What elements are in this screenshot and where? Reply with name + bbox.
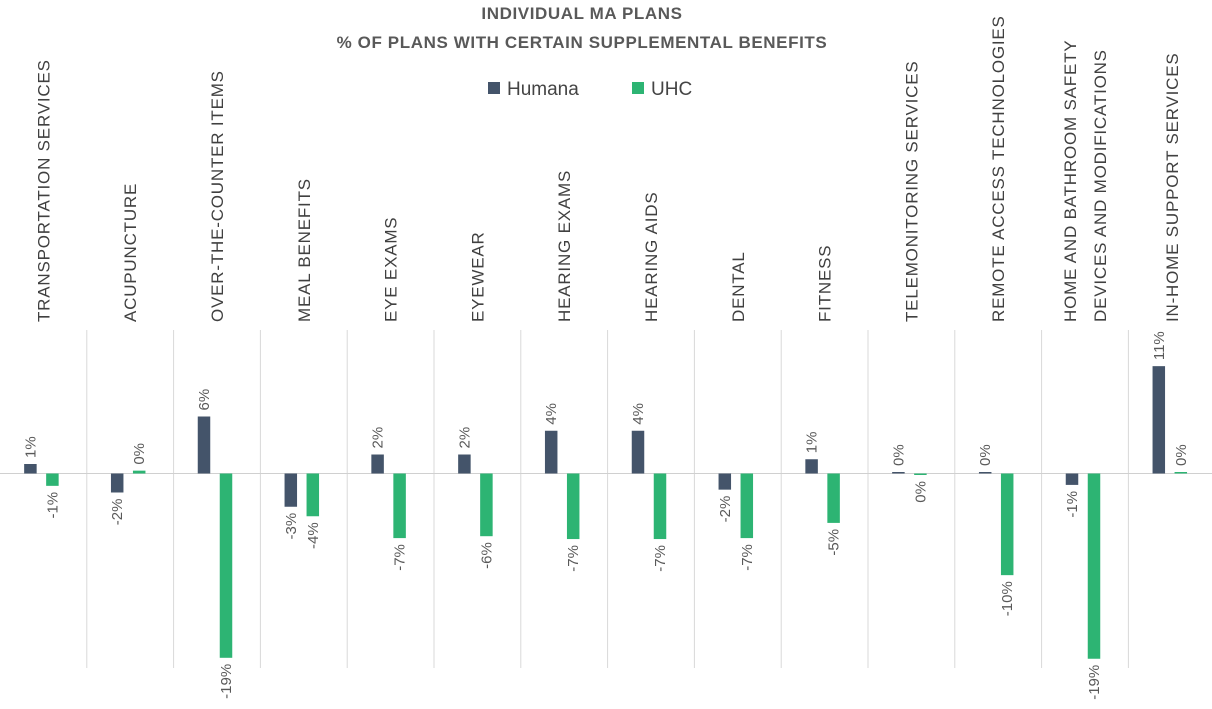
bar-uhc bbox=[914, 473, 927, 475]
plot-area: TRANSPORTATION SERVICES 1% -1% ACUPUNCTURE -… bbox=[0, 15, 1212, 700]
legend: Humana UHC bbox=[488, 79, 692, 100]
data-label-humana: 2% bbox=[456, 427, 473, 449]
data-label-uhc: 0% bbox=[1173, 444, 1190, 466]
data-label-humana: 2% bbox=[370, 427, 387, 449]
data-label-humana: 11% bbox=[1151, 331, 1168, 360]
category-label: IN-HOME SUPPORT SERVICES bbox=[1163, 52, 1182, 322]
bar-uhc bbox=[219, 473, 233, 658]
category-label: DENTAL bbox=[729, 251, 748, 322]
data-label-humana: 1% bbox=[22, 436, 39, 458]
category-label: FITNESS bbox=[816, 245, 835, 322]
bar-humana bbox=[197, 416, 211, 474]
data-label-uhc: -19% bbox=[1086, 665, 1103, 700]
legend-label-uhc: UHC bbox=[651, 79, 692, 100]
bar-humana bbox=[110, 473, 124, 493]
data-label-humana: -2% bbox=[717, 496, 734, 523]
bar-uhc bbox=[827, 473, 840, 523]
category-label: HEARING EXAMS bbox=[555, 170, 574, 322]
bar-humana bbox=[1152, 366, 1166, 474]
data-label-humana: 4% bbox=[630, 403, 647, 425]
data-label-uhc: -10% bbox=[999, 581, 1016, 616]
bar-uhc bbox=[740, 473, 754, 539]
bar-humana bbox=[978, 472, 992, 474]
data-label-uhc: -7% bbox=[739, 544, 756, 571]
bar-humana bbox=[371, 454, 384, 474]
bar-humana bbox=[284, 473, 298, 507]
bar-uhc bbox=[46, 473, 59, 486]
category-label: TRANSPORTATION SERVICES bbox=[34, 59, 53, 322]
category-label: EYE EXAMS bbox=[382, 217, 401, 322]
data-label-uhc: -1% bbox=[44, 492, 61, 519]
bar-humana bbox=[892, 472, 905, 474]
data-label-humana: 6% bbox=[196, 389, 213, 411]
data-label-humana: -3% bbox=[283, 513, 300, 540]
bar-uhc bbox=[1174, 472, 1188, 474]
data-label-uhc: -7% bbox=[565, 545, 582, 572]
bar-uhc bbox=[1087, 473, 1101, 659]
bar-uhc bbox=[393, 473, 406, 539]
chart-subtitle: % OF PLANS WITH CERTAIN SUPPLEMENTAL BEN… bbox=[337, 33, 828, 52]
legend-label-humana: Humana bbox=[507, 79, 579, 100]
bar-humana bbox=[631, 430, 645, 474]
category-label: DEVICES AND MODIFICATIONS bbox=[1091, 49, 1110, 322]
category-label: HOME AND BATHROOM SAFETY bbox=[1061, 40, 1080, 322]
bar-uhc bbox=[306, 473, 320, 517]
data-label-uhc: -7% bbox=[392, 544, 409, 571]
data-label-humana: 0% bbox=[977, 444, 994, 466]
category-label: OVER-THE-COUNTER ITEMS bbox=[208, 70, 227, 322]
data-label-humana: 0% bbox=[890, 444, 907, 466]
chart-title: INDIVIDUAL MA PLANS bbox=[481, 4, 682, 23]
data-label-humana: 1% bbox=[804, 432, 821, 454]
bar-humana bbox=[24, 464, 37, 474]
data-label-uhc: -5% bbox=[826, 529, 843, 556]
data-label-humana: 4% bbox=[543, 403, 560, 425]
bar-uhc bbox=[1000, 473, 1014, 576]
data-label-uhc: -6% bbox=[478, 542, 495, 569]
data-label-uhc: 0% bbox=[131, 443, 148, 465]
legend-swatch-uhc bbox=[632, 82, 644, 94]
legend-swatch-humana bbox=[488, 82, 500, 94]
data-label-humana: -2% bbox=[109, 499, 126, 526]
bar-uhc bbox=[480, 473, 493, 537]
category-label: TELEMONITORING SERVICES bbox=[902, 61, 921, 323]
data-label-uhc: -19% bbox=[218, 664, 235, 699]
bar-humana bbox=[458, 454, 471, 474]
bar-humana bbox=[544, 430, 558, 474]
data-label-humana: -1% bbox=[1064, 491, 1081, 518]
data-label-uhc: -7% bbox=[652, 545, 669, 572]
data-label-uhc: -4% bbox=[305, 522, 322, 549]
data-label-uhc: 0% bbox=[912, 481, 929, 503]
bar-uhc bbox=[653, 473, 667, 540]
bar-uhc bbox=[566, 473, 580, 540]
category-label: HEARING AIDS bbox=[642, 191, 661, 322]
bar-humana bbox=[805, 459, 818, 474]
category-label: ACUPUNCTURE bbox=[121, 183, 140, 322]
category-label: EYEWEAR bbox=[468, 231, 487, 322]
bar-humana bbox=[718, 473, 732, 490]
category-label: REMOTE ACCESS TECHNOLOGIES bbox=[989, 15, 1008, 322]
bar-humana bbox=[1065, 473, 1079, 485]
bar-uhc bbox=[132, 470, 146, 474]
category-label: MEAL BENEFITS bbox=[295, 178, 314, 322]
